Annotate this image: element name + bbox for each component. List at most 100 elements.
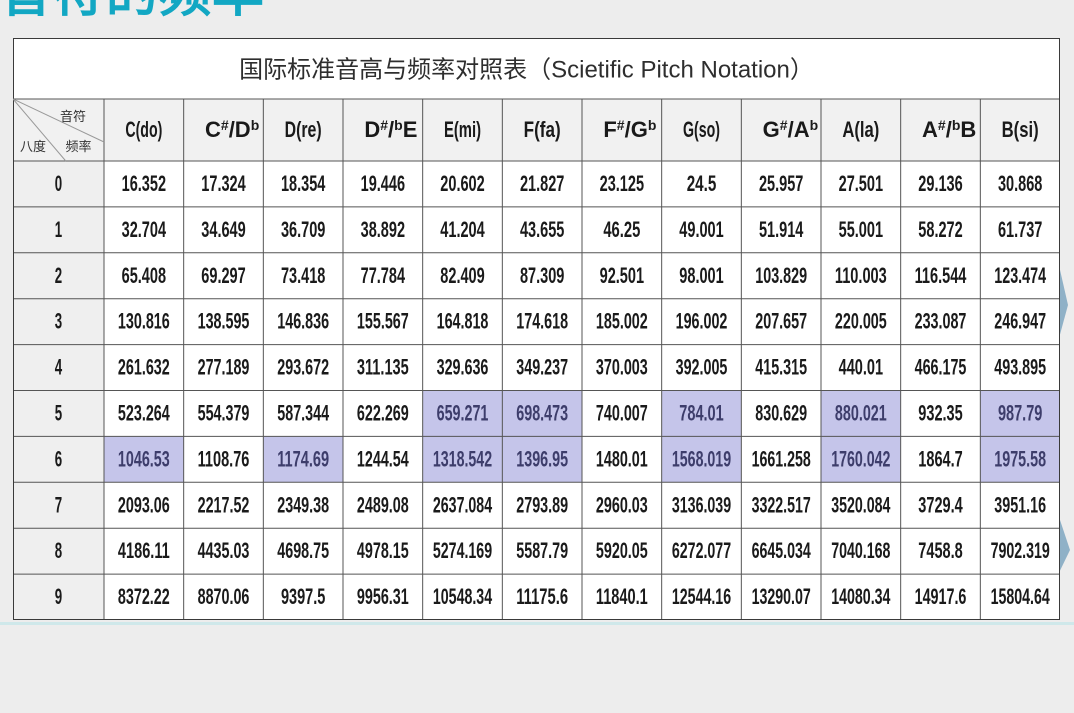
svg-text:1975.58: 1975.58 [994, 446, 1046, 471]
svg-text:110.003: 110.003 [835, 263, 887, 288]
svg-text:49.001: 49.001 [679, 217, 723, 242]
svg-text:43.655: 43.655 [520, 217, 564, 242]
svg-text:392.005: 392.005 [676, 355, 728, 380]
svg-text:1661.258: 1661.258 [752, 446, 811, 471]
svg-text:10548.34: 10548.34 [433, 584, 493, 609]
svg-text:36.709: 36.709 [281, 217, 325, 242]
svg-text:A#/bB: A#/bB [922, 117, 976, 142]
svg-text:4698.75: 4698.75 [277, 538, 329, 563]
svg-text:77.784: 77.784 [361, 263, 406, 288]
svg-text:440.01: 440.01 [839, 355, 883, 380]
svg-text:3136.039: 3136.039 [672, 492, 731, 517]
svg-text:4: 4 [55, 355, 63, 380]
svg-text:5: 5 [55, 400, 62, 425]
svg-text:740.007: 740.007 [596, 400, 648, 425]
svg-text:5587.79: 5587.79 [516, 538, 568, 563]
svg-text:12544.16: 12544.16 [672, 584, 731, 609]
svg-text:13290.07: 13290.07 [752, 584, 811, 609]
svg-text:2217.52: 2217.52 [198, 492, 250, 517]
svg-text:F(fa): F(fa) [524, 117, 561, 142]
svg-text:880.021: 880.021 [835, 400, 887, 425]
svg-text:1480.01: 1480.01 [596, 446, 648, 471]
svg-text:9: 9 [55, 584, 62, 609]
svg-text:27.501: 27.501 [839, 171, 883, 196]
svg-text:82.409: 82.409 [440, 263, 484, 288]
svg-text:5920.05: 5920.05 [596, 538, 648, 563]
svg-text:14917.6: 14917.6 [915, 584, 967, 609]
svg-text:164.818: 164.818 [437, 309, 489, 334]
svg-text:8870.06: 8870.06 [198, 584, 250, 609]
svg-text:2: 2 [55, 263, 62, 288]
svg-text:14080.34: 14080.34 [831, 584, 891, 609]
svg-text:987.79: 987.79 [998, 400, 1042, 425]
svg-text:146.836: 146.836 [277, 309, 329, 334]
svg-text:1: 1 [55, 217, 62, 242]
svg-text:58.272: 58.272 [918, 217, 962, 242]
svg-text:65.408: 65.408 [122, 263, 166, 288]
svg-text:5274.169: 5274.169 [433, 538, 492, 563]
svg-text:92.501: 92.501 [600, 263, 644, 288]
svg-text:349.237: 349.237 [516, 355, 568, 380]
svg-text:2793.89: 2793.89 [516, 492, 568, 517]
svg-text:16.352: 16.352 [122, 171, 166, 196]
svg-text:3: 3 [55, 309, 62, 334]
svg-text:73.418: 73.418 [281, 263, 325, 288]
svg-text:8372.22: 8372.22 [118, 584, 170, 609]
svg-text:C(do): C(do) [125, 117, 162, 142]
svg-text:34.649: 34.649 [201, 217, 245, 242]
svg-text:D#/bE: D#/bE [364, 117, 417, 142]
svg-text:466.175: 466.175 [915, 355, 967, 380]
svg-text:1318.542: 1318.542 [433, 446, 492, 471]
svg-text:24.5: 24.5 [687, 171, 717, 196]
svg-text:311.135: 311.135 [357, 355, 409, 380]
svg-text:G(so): G(so) [683, 117, 720, 142]
svg-text:196.002: 196.002 [676, 309, 728, 334]
svg-text:87.309: 87.309 [520, 263, 564, 288]
svg-text:98.001: 98.001 [679, 263, 723, 288]
svg-text:国际标准音高与频率对照表（Scietific Pitch N: 国际标准音高与频率对照表（Scietific Pitch Notation） [239, 57, 814, 84]
svg-text:103.829: 103.829 [755, 263, 807, 288]
svg-text:3322.517: 3322.517 [752, 492, 811, 517]
svg-text:38.892: 38.892 [361, 217, 405, 242]
svg-text:220.005: 220.005 [835, 309, 887, 334]
svg-text:7040.168: 7040.168 [831, 538, 890, 563]
svg-text:1568.019: 1568.019 [672, 446, 731, 471]
svg-text:E(mi): E(mi) [444, 117, 481, 142]
svg-text:9397.5: 9397.5 [281, 584, 325, 609]
svg-text:51.914: 51.914 [759, 217, 804, 242]
svg-text:频率: 频率 [66, 139, 92, 154]
svg-text:1864.7: 1864.7 [918, 446, 962, 471]
svg-text:55.001: 55.001 [839, 217, 883, 242]
svg-text:0: 0 [55, 171, 62, 196]
svg-text:293.672: 293.672 [277, 355, 329, 380]
svg-text:246.947: 246.947 [994, 309, 1046, 334]
svg-text:622.269: 622.269 [357, 400, 409, 425]
svg-text:1046.53: 1046.53 [118, 446, 170, 471]
svg-text:69.297: 69.297 [201, 263, 245, 288]
svg-text:207.657: 207.657 [755, 309, 807, 334]
svg-text:2093.06: 2093.06 [118, 492, 170, 517]
svg-text:9956.31: 9956.31 [357, 584, 409, 609]
svg-text:261.632: 261.632 [118, 355, 170, 380]
svg-text:523.264: 523.264 [118, 400, 170, 425]
svg-text:698.473: 698.473 [516, 400, 568, 425]
svg-text:6645.034: 6645.034 [752, 538, 812, 563]
svg-text:329.636: 329.636 [437, 355, 489, 380]
svg-text:659.271: 659.271 [437, 400, 489, 425]
svg-text:8: 8 [55, 538, 62, 563]
svg-text:11840.1: 11840.1 [596, 584, 648, 609]
svg-text:17.324: 17.324 [201, 171, 246, 196]
svg-text:7458.8: 7458.8 [918, 538, 962, 563]
svg-text:11175.6: 11175.6 [516, 584, 568, 609]
svg-text:932.35: 932.35 [918, 400, 962, 425]
svg-text:1760.042: 1760.042 [831, 446, 890, 471]
svg-text:277.189: 277.189 [198, 355, 250, 380]
svg-text:八度: 八度 [20, 139, 46, 154]
svg-text:185.002: 185.002 [596, 309, 648, 334]
svg-text:46.25: 46.25 [603, 217, 640, 242]
svg-text:784.01: 784.01 [679, 400, 723, 425]
svg-text:1396.95: 1396.95 [516, 446, 568, 471]
svg-text:15804.64: 15804.64 [991, 584, 1051, 609]
svg-text:23.125: 23.125 [600, 171, 644, 196]
svg-text:21.827: 21.827 [520, 171, 564, 196]
